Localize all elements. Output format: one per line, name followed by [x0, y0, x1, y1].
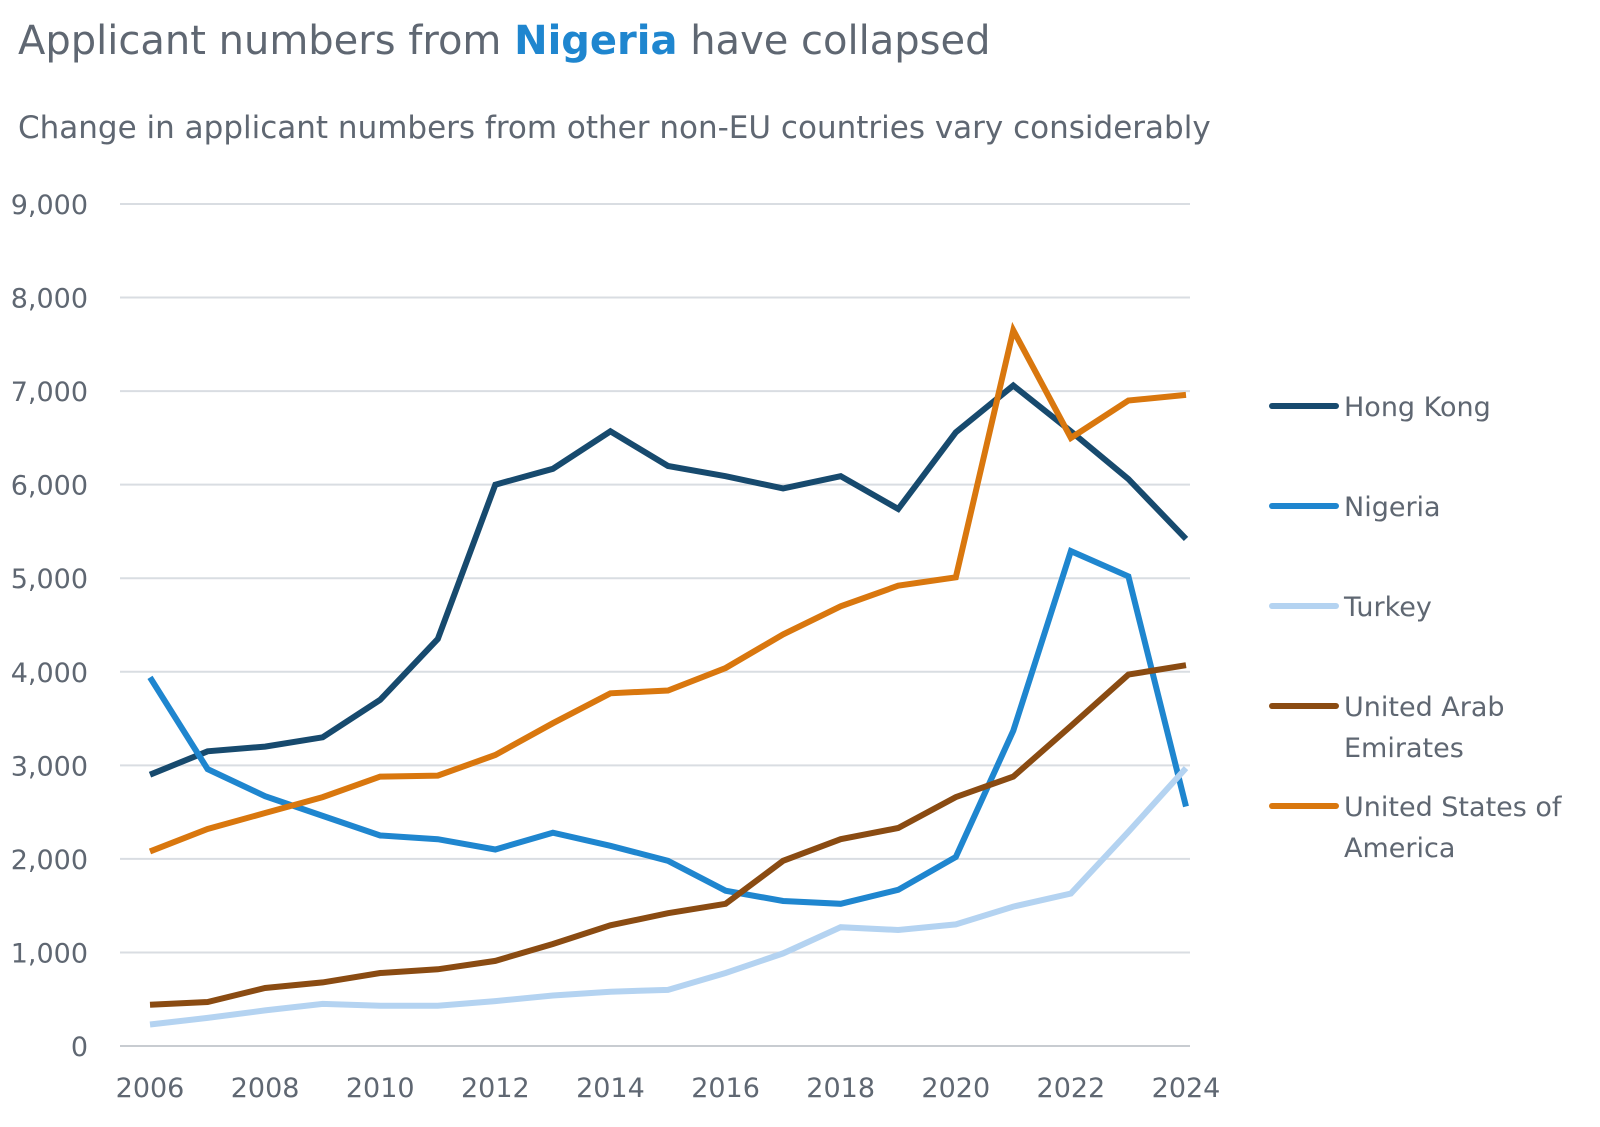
y-tick-label: 7,000: [11, 377, 88, 408]
title-highlight-nigeria: Nigeria: [514, 18, 678, 64]
legend-label-hong-kong: Hong Kong: [1344, 392, 1491, 423]
legend-label-united-arab-emirates: United Arab Emirates: [1344, 692, 1505, 764]
x-tick-label: 2022: [1037, 1073, 1106, 1104]
x-axis-ticks: 2006 2008 2010 2012 2014 2016 2018 2020 2022 2024: [116, 1073, 1221, 1104]
x-tick-label: 2014: [576, 1073, 645, 1104]
y-tick-label: 5,000: [11, 564, 88, 595]
title-suffix: have collapsed: [677, 18, 991, 64]
gridlines: [120, 203, 1190, 1047]
y-tick-label: 2,000: [11, 845, 88, 876]
series-line-hong-kong: [148, 381, 1189, 778]
x-tick-label: 2024: [1152, 1073, 1221, 1104]
x-tick-label: 2006: [116, 1073, 185, 1104]
y-axis-ticks: 0 1,000 2,000 3,000 4,000 5,000 6,000 7,000 8,00…: [11, 190, 88, 1063]
x-tick-label: 2016: [691, 1073, 760, 1104]
legend-label-nigeria: Nigeria: [1344, 492, 1441, 523]
series-line-united-arab-emirates: [149, 662, 1187, 1008]
y-tick-label: 1,000: [11, 938, 88, 969]
series-line-turkey: [149, 766, 1189, 1028]
legend-label-turkey: Turkey: [1343, 592, 1432, 623]
x-tick-label: 2020: [921, 1073, 990, 1104]
y-tick-label: 3,000: [11, 751, 88, 782]
title-prefix: Applicant numbers from: [18, 18, 515, 64]
series-line-united-states-of-america: [148, 321, 1187, 855]
x-tick-label: 2008: [231, 1073, 300, 1104]
x-tick-label: 2010: [346, 1073, 415, 1104]
y-tick-label: 4,000: [11, 658, 88, 689]
y-tick-label: 9,000: [11, 190, 88, 221]
chart-title: Applicant numbers from Nigeria have coll…: [18, 18, 991, 64]
y-tick-label: 0: [71, 1032, 88, 1063]
legend: Hong Kong Nigeria Turkey United Arab Emirate…: [1269, 392, 1563, 864]
series-line-nigeria: [147, 547, 1189, 907]
series-lines: [147, 321, 1189, 1028]
y-tick-label: 8,000: [11, 284, 88, 315]
chart-subtitle: Change in applicant numbers from other n…: [18, 110, 1211, 146]
x-tick-label: 2018: [806, 1073, 875, 1104]
legend-label-united-states-of-america: United States of America: [1344, 792, 1563, 864]
y-tick-label: 6,000: [11, 471, 88, 502]
x-tick-label: 2012: [461, 1073, 530, 1104]
